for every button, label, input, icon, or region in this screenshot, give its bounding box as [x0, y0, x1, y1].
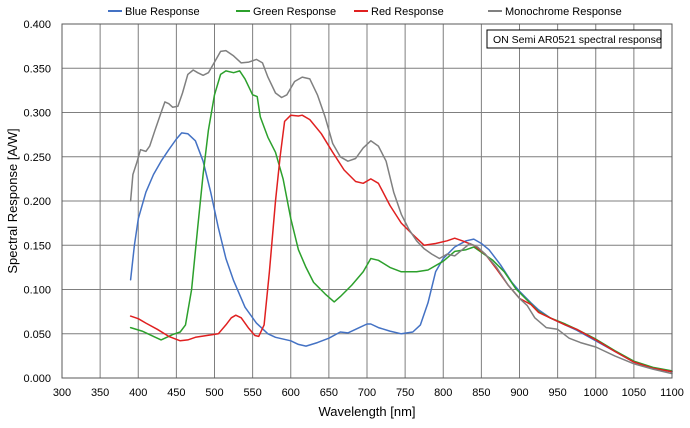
series-lines: [129, 49, 673, 375]
y-tick-label-7: 0.350: [23, 63, 51, 75]
x-tick-label-800: 800: [434, 387, 452, 399]
legend-label-monochrome-response: Monochrome Response: [505, 6, 622, 18]
legend-item-blue-response: Blue Response: [108, 6, 200, 18]
series-line-blue-response: [129, 132, 673, 373]
y-tick-label-4: 0.200: [23, 196, 51, 208]
x-tick-label-700: 700: [358, 387, 376, 399]
x-tick-label-850: 850: [472, 387, 490, 399]
annotation-box: ON Semi AR0521 spectral response: [486, 29, 662, 49]
x-tick-label-600: 600: [282, 387, 300, 399]
x-tick-label-950: 950: [548, 387, 566, 399]
legend-item-green-response: Green Response: [236, 6, 336, 18]
y-tick-label-3: 0.150: [23, 240, 51, 252]
legend-label-green-response: Green Response: [253, 6, 336, 18]
x-tick-label-550: 550: [243, 387, 261, 399]
x-tick-label-650: 650: [320, 387, 338, 399]
plot-area-frame: [61, 23, 673, 379]
legend-label-red-response: Red Response: [371, 6, 444, 18]
x-tick-label-750: 750: [396, 387, 414, 399]
y-tick-label-2: 0.100: [23, 285, 51, 297]
y-tick-label-8: 0.400: [23, 19, 51, 31]
x-tick-label-1100: 1100: [660, 387, 684, 399]
legend: Blue Response Green Response Red Response M…: [108, 6, 622, 18]
y-tick-label-5: 0.250: [23, 152, 51, 164]
y-tick-label-6: 0.300: [23, 108, 51, 120]
series-line-monochrome-response: [129, 49, 673, 375]
x-tick-label-450: 450: [167, 387, 185, 399]
x-axis-title: Wavelength [nm]: [318, 404, 415, 419]
legend-label-blue-response: Blue Response: [125, 6, 200, 18]
annotation-text: ON Semi AR0521 spectral response: [493, 34, 662, 46]
series-line-green-response: [129, 70, 673, 372]
series-line-red-response: [129, 114, 673, 373]
y-tick-label-0: 0.000: [23, 373, 51, 385]
x-tick-label-500: 500: [205, 387, 223, 399]
y-axis-title: Spectral Response [A/W]: [5, 128, 20, 273]
annotation-frame: [486, 29, 662, 49]
x-tick-label-900: 900: [510, 387, 528, 399]
x-tick-label-1000: 1000: [584, 387, 608, 399]
x-tick-label-300: 300: [53, 387, 71, 399]
legend-item-red-response: Red Response: [354, 6, 444, 18]
x-tick-label-350: 350: [91, 387, 109, 399]
legend-item-monochrome-response: Monochrome Response: [488, 6, 622, 18]
x-tick-label-1050: 1050: [622, 387, 646, 399]
y-tick-labels: 0.000 0.050 0.100 0.150 0.200 0.250 0.300 0.350…: [23, 19, 51, 385]
y-tick-label-1: 0.050: [23, 329, 51, 341]
x-tick-label-400: 400: [129, 387, 147, 399]
x-tick-labels: 300 350 400 450 500 550 600 650 700 750 800 850 900 9…: [53, 387, 684, 399]
